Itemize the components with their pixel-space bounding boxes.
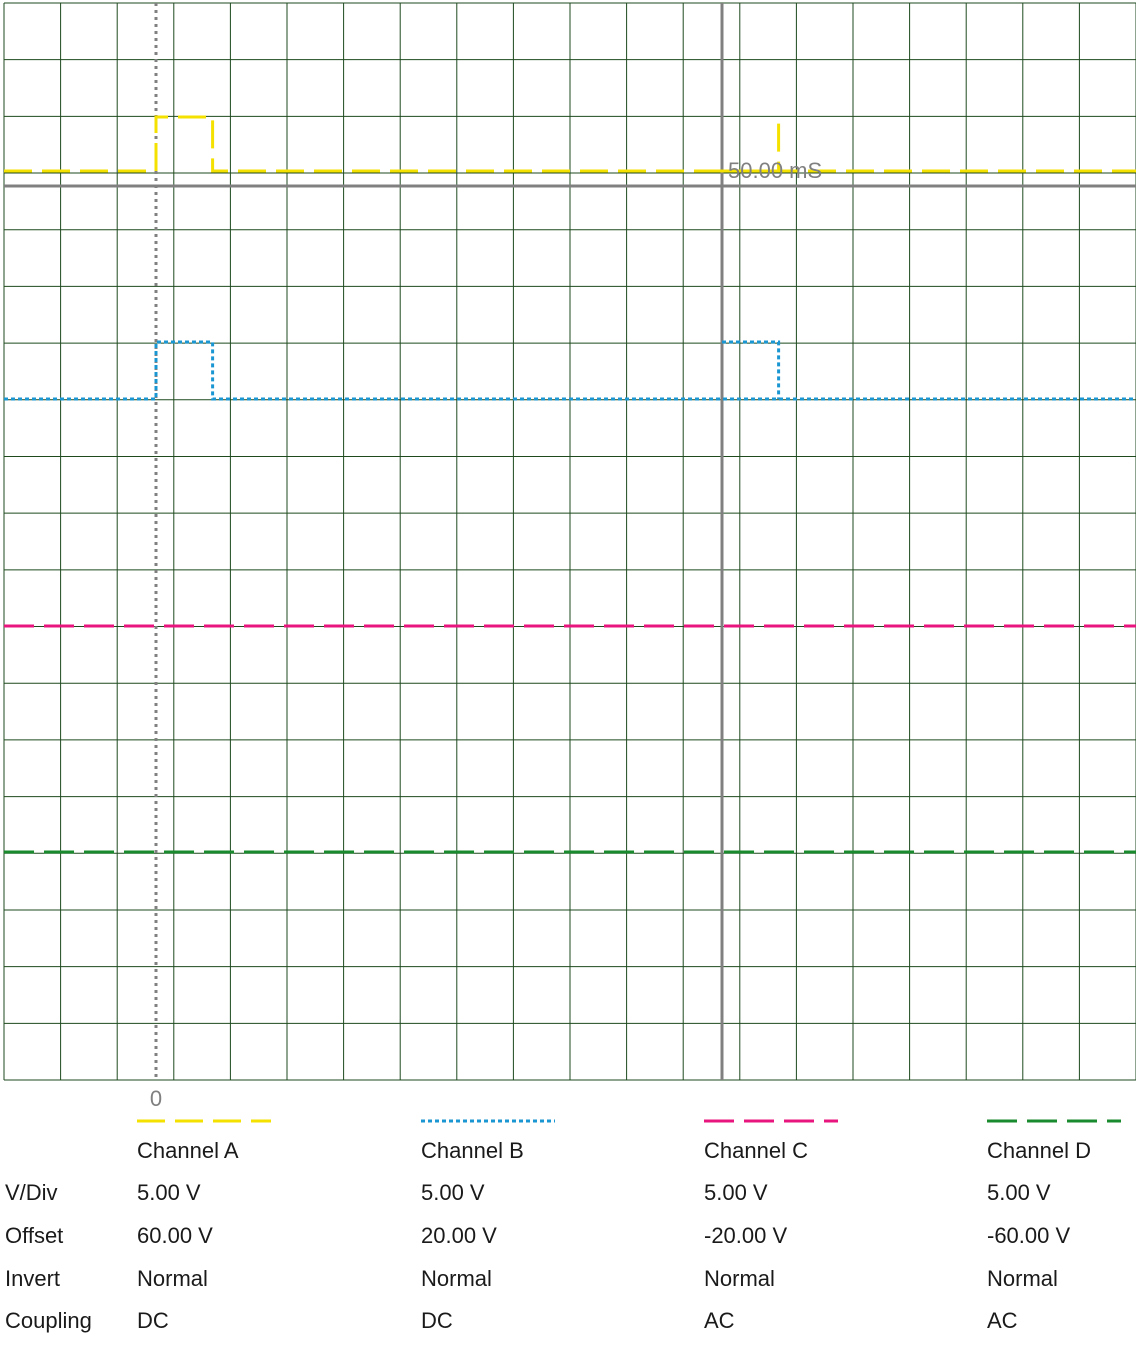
channel-b-offset: 20.00 V — [421, 1223, 497, 1248]
channel-b-invert: Normal — [421, 1266, 492, 1291]
zero-time-label: 0 — [150, 1086, 162, 1110]
channel-c-swatch — [704, 1119, 838, 1123]
channel-a-vdiv: 5.00 V — [137, 1180, 201, 1205]
channel-b-pulse-2 — [722, 340, 781, 399]
channel-legend: V/Div Offset Invert Coupling Channel A 5… — [0, 1110, 1136, 1346]
row-label-vdiv: V/Div — [5, 1180, 58, 1205]
channel-a-trace — [4, 115, 1136, 173]
channel-a-coupling: DC — [137, 1308, 169, 1333]
channel-d-name: Channel D — [987, 1138, 1091, 1163]
time-cursor-label: 50.00 mS — [728, 158, 822, 183]
channel-c-offset: -20.00 V — [704, 1223, 788, 1248]
channel-d-coupling: AC — [987, 1308, 1018, 1333]
channel-d-vdiv: 5.00 V — [987, 1180, 1051, 1205]
axes — [4, 3, 1136, 1080]
channel-a-pulse-2 — [722, 117, 781, 173]
channel-c-invert: Normal — [704, 1266, 775, 1291]
channel-b-vdiv: 5.00 V — [421, 1180, 485, 1205]
channel-d-invert: Normal — [987, 1266, 1058, 1291]
channel-d-swatch — [987, 1119, 1121, 1123]
channel-a-invert: Normal — [137, 1266, 208, 1291]
row-label-offset: Offset — [5, 1223, 64, 1248]
channel-b-swatch — [421, 1119, 555, 1123]
row-label-coupling: Coupling — [5, 1308, 92, 1333]
channel-c-name: Channel C — [704, 1138, 808, 1163]
channel-b-coupling: DC — [421, 1308, 453, 1333]
channel-a-offset: 60.00 V — [137, 1223, 213, 1248]
channel-c-vdiv: 5.00 V — [704, 1180, 768, 1205]
grid — [3, 2, 1136, 1081]
oscilloscope-plot: 50.00 mS 0 — [3, 2, 1136, 1110]
channel-b-name: Channel B — [421, 1138, 524, 1163]
row-label-invert: Invert — [5, 1266, 61, 1291]
channel-b-trace — [4, 340, 1136, 401]
traces — [4, 115, 1136, 854]
channel-d-offset: -60.00 V — [987, 1223, 1071, 1248]
channel-c-coupling: AC — [704, 1308, 735, 1333]
channel-a-name: Channel A — [137, 1138, 239, 1163]
channel-a-swatch — [137, 1119, 271, 1123]
